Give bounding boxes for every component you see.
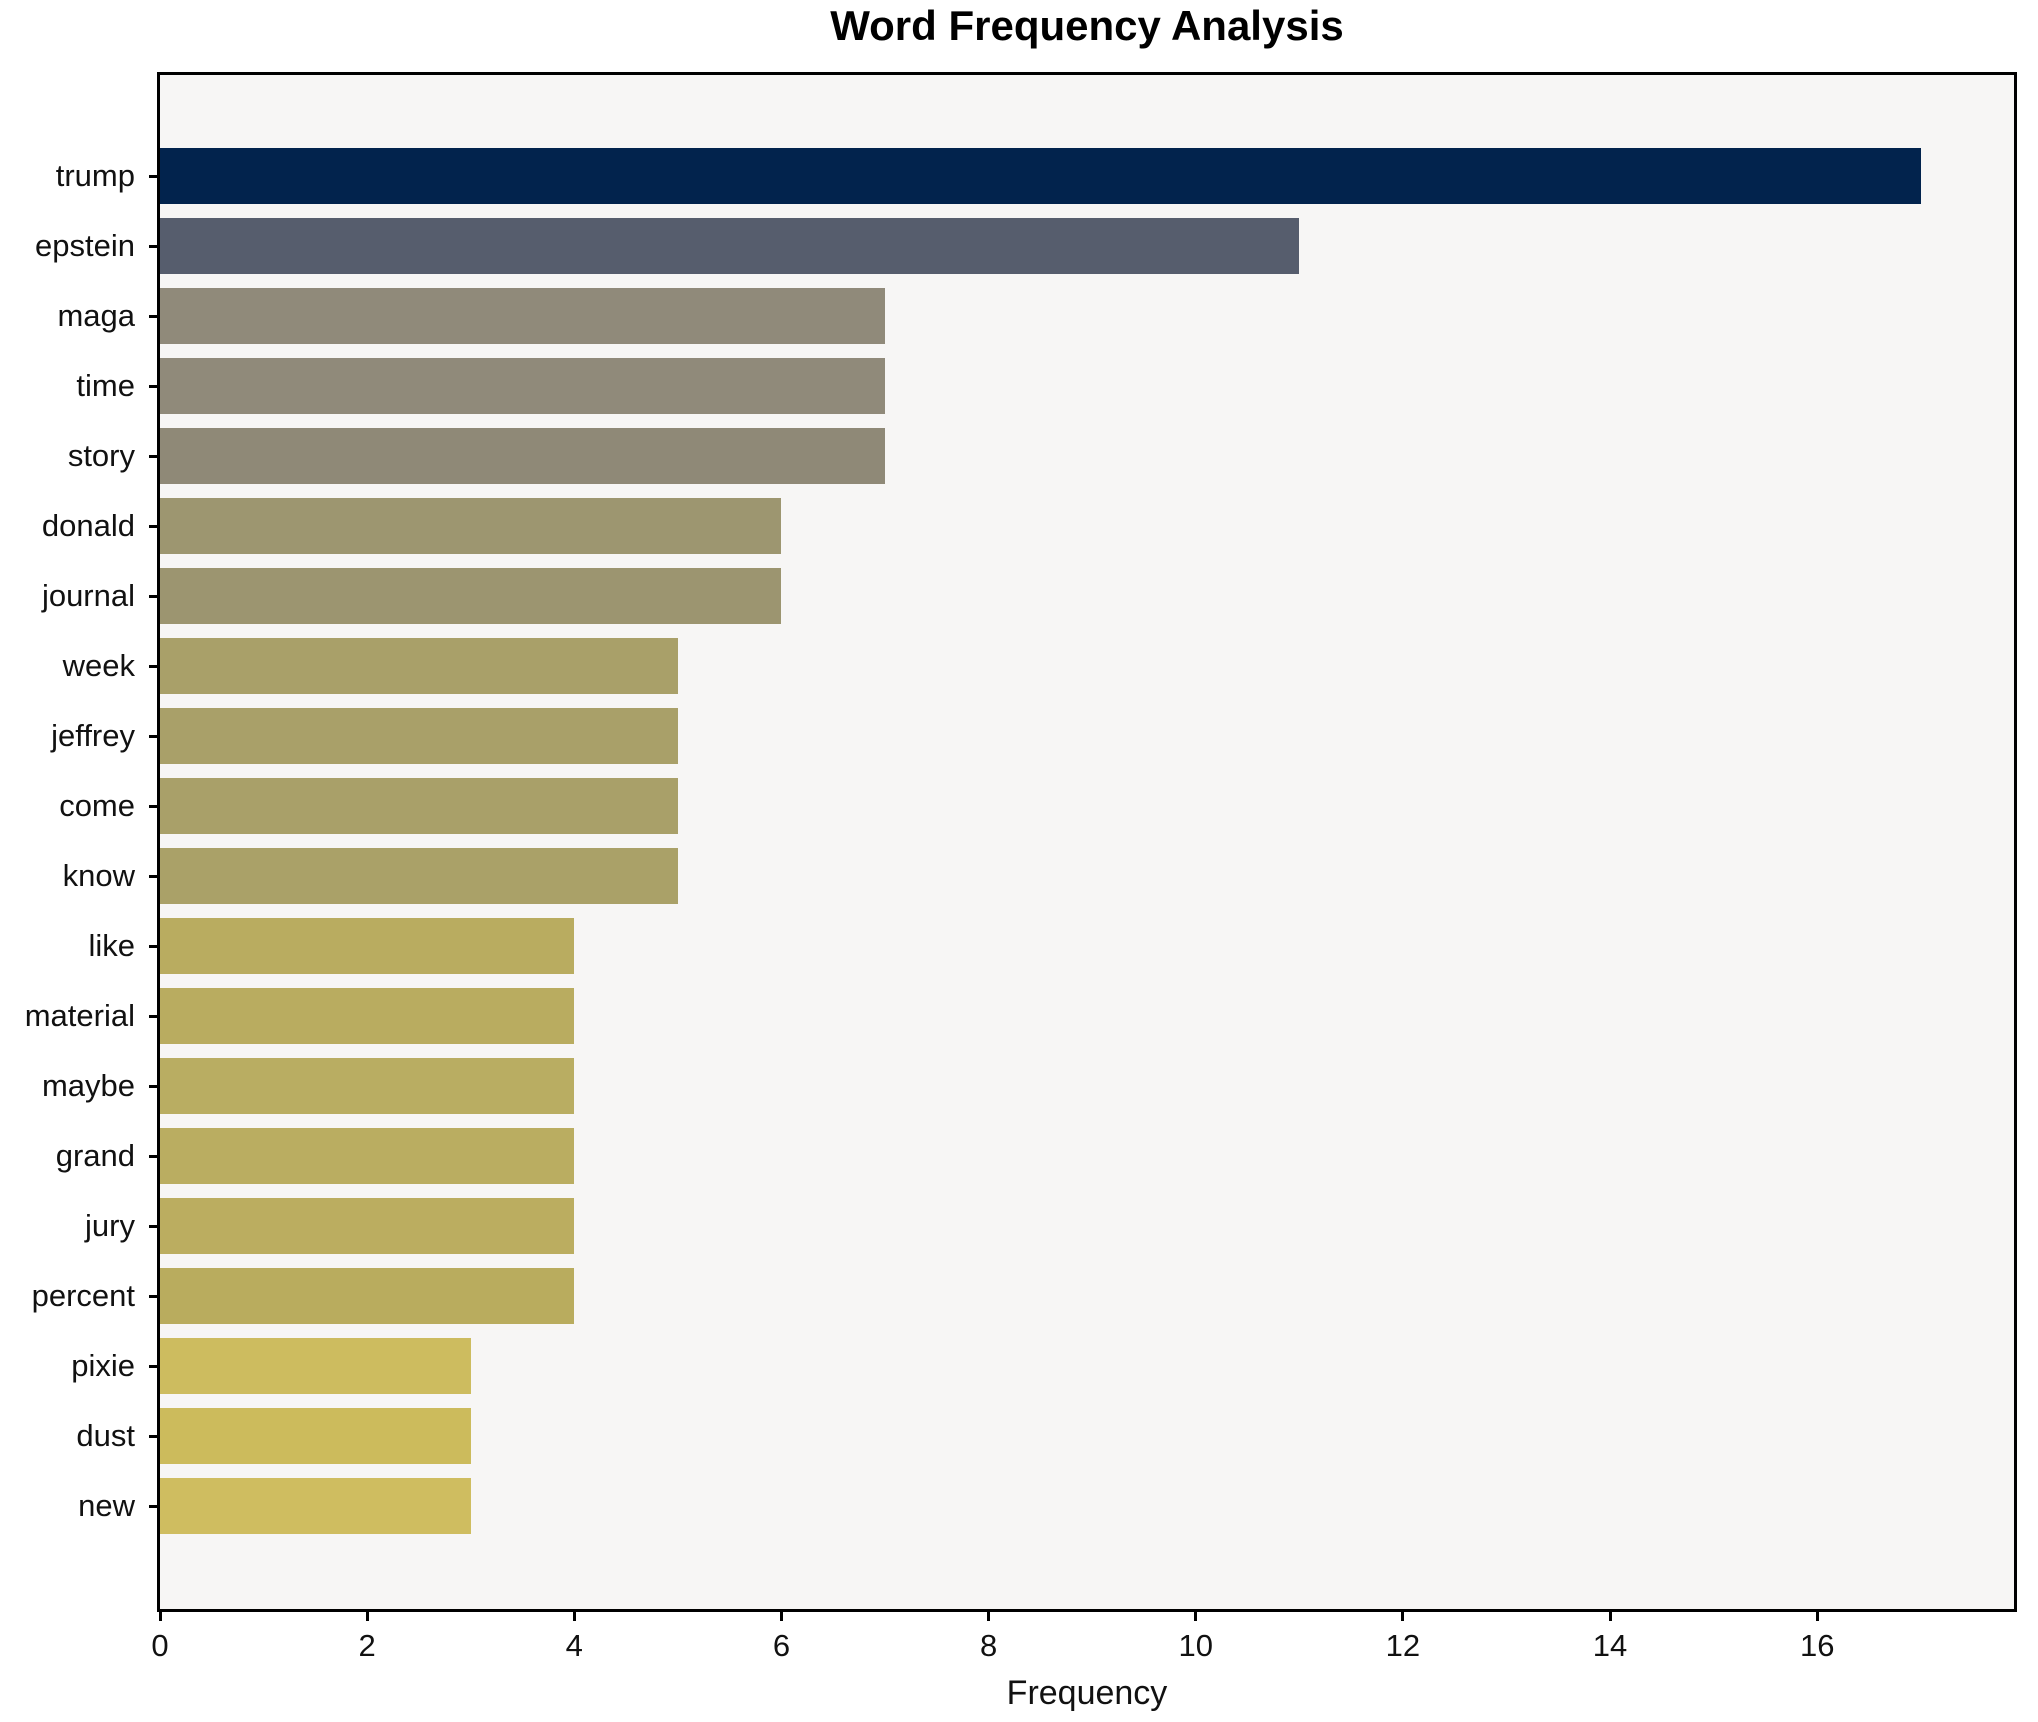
y-tick-label: percent (31, 1278, 135, 1313)
y-tick (149, 1294, 157, 1298)
bar-epstein (160, 218, 1300, 274)
x-tick-label: 4 (565, 1628, 583, 1663)
y-tick-label: trump (55, 158, 135, 193)
y-tick-label: like (88, 928, 135, 963)
bar-pixie (160, 1338, 471, 1394)
bar-week (160, 638, 678, 694)
y-tick (149, 1364, 157, 1368)
bar-dust (160, 1408, 471, 1464)
y-tick (149, 174, 157, 178)
y-tick (149, 734, 157, 738)
x-tick-label: 8 (979, 1628, 998, 1663)
y-tick-label: know (62, 858, 135, 893)
y-tick (149, 244, 157, 248)
y-tick-label: material (24, 998, 135, 1033)
bars-container (160, 75, 2014, 1609)
y-tick (149, 1224, 157, 1228)
bar-maybe (160, 1058, 575, 1114)
y-tick (149, 1084, 157, 1088)
x-tick (1194, 1612, 1198, 1621)
y-tick (149, 1434, 157, 1438)
y-tick-label: come (59, 788, 135, 823)
y-tick-label: pixie (71, 1348, 135, 1383)
x-tick-label: 12 (1385, 1628, 1421, 1663)
bar-grand (160, 1128, 575, 1184)
y-tick (149, 594, 157, 598)
y-tick-label: time (76, 368, 135, 403)
y-tick (149, 1014, 157, 1018)
bar-journal (160, 568, 782, 624)
y-tick-label: grand (55, 1138, 135, 1173)
x-tick (365, 1612, 369, 1621)
bar-jeffrey (160, 708, 678, 764)
y-tick-label: maybe (41, 1068, 135, 1103)
y-tick (149, 314, 157, 318)
y-tick (149, 454, 157, 458)
y-tick-label: donald (41, 508, 135, 543)
y-tick-label: dust (76, 1418, 135, 1453)
x-tick (1608, 1612, 1612, 1621)
x-tick (158, 1612, 162, 1621)
y-tick-label: epstein (35, 228, 135, 263)
x-tick (987, 1612, 991, 1621)
y-tick-label: jury (85, 1208, 135, 1243)
y-tick (149, 944, 157, 948)
x-tick-label: 2 (358, 1628, 376, 1663)
bar-maga (160, 288, 886, 344)
bar-come (160, 778, 678, 834)
bar-story (160, 428, 886, 484)
y-tick-label: story (67, 438, 135, 473)
bar-know (160, 848, 678, 904)
chart-title: Word Frequency Analysis (830, 2, 1344, 49)
y-tick (149, 384, 157, 388)
y-tick (149, 1504, 157, 1508)
x-tick-label: 16 (1799, 1628, 1835, 1663)
y-tick (149, 1154, 157, 1158)
plot-area (157, 72, 2017, 1612)
y-tick-label: journal (41, 578, 135, 613)
x-tick (572, 1612, 576, 1621)
bar-new (160, 1478, 471, 1534)
bar-donald (160, 498, 782, 554)
x-tick-label: 14 (1592, 1628, 1628, 1663)
x-tick (779, 1612, 783, 1621)
bar-like (160, 918, 575, 974)
x-tick-label: 10 (1178, 1628, 1213, 1663)
y-tick-label: maga (57, 298, 135, 333)
x-tick (1815, 1612, 1819, 1621)
bar-time (160, 358, 886, 414)
x-tick-label: 0 (151, 1628, 169, 1663)
y-tick (149, 524, 157, 528)
bar-trump (160, 148, 1921, 204)
y-tick-label: week (62, 648, 135, 683)
y-tick-label: new (78, 1488, 135, 1523)
x-axis-label: Frequency (1006, 1674, 1168, 1712)
bar-material (160, 988, 575, 1044)
y-tick (149, 664, 157, 668)
x-tick-label: 6 (772, 1628, 791, 1663)
bar-percent (160, 1268, 575, 1324)
y-tick (149, 874, 157, 878)
x-tick (1401, 1612, 1405, 1621)
y-tick-label: jeffrey (51, 718, 135, 753)
bar-jury (160, 1198, 575, 1254)
y-tick (149, 804, 157, 808)
